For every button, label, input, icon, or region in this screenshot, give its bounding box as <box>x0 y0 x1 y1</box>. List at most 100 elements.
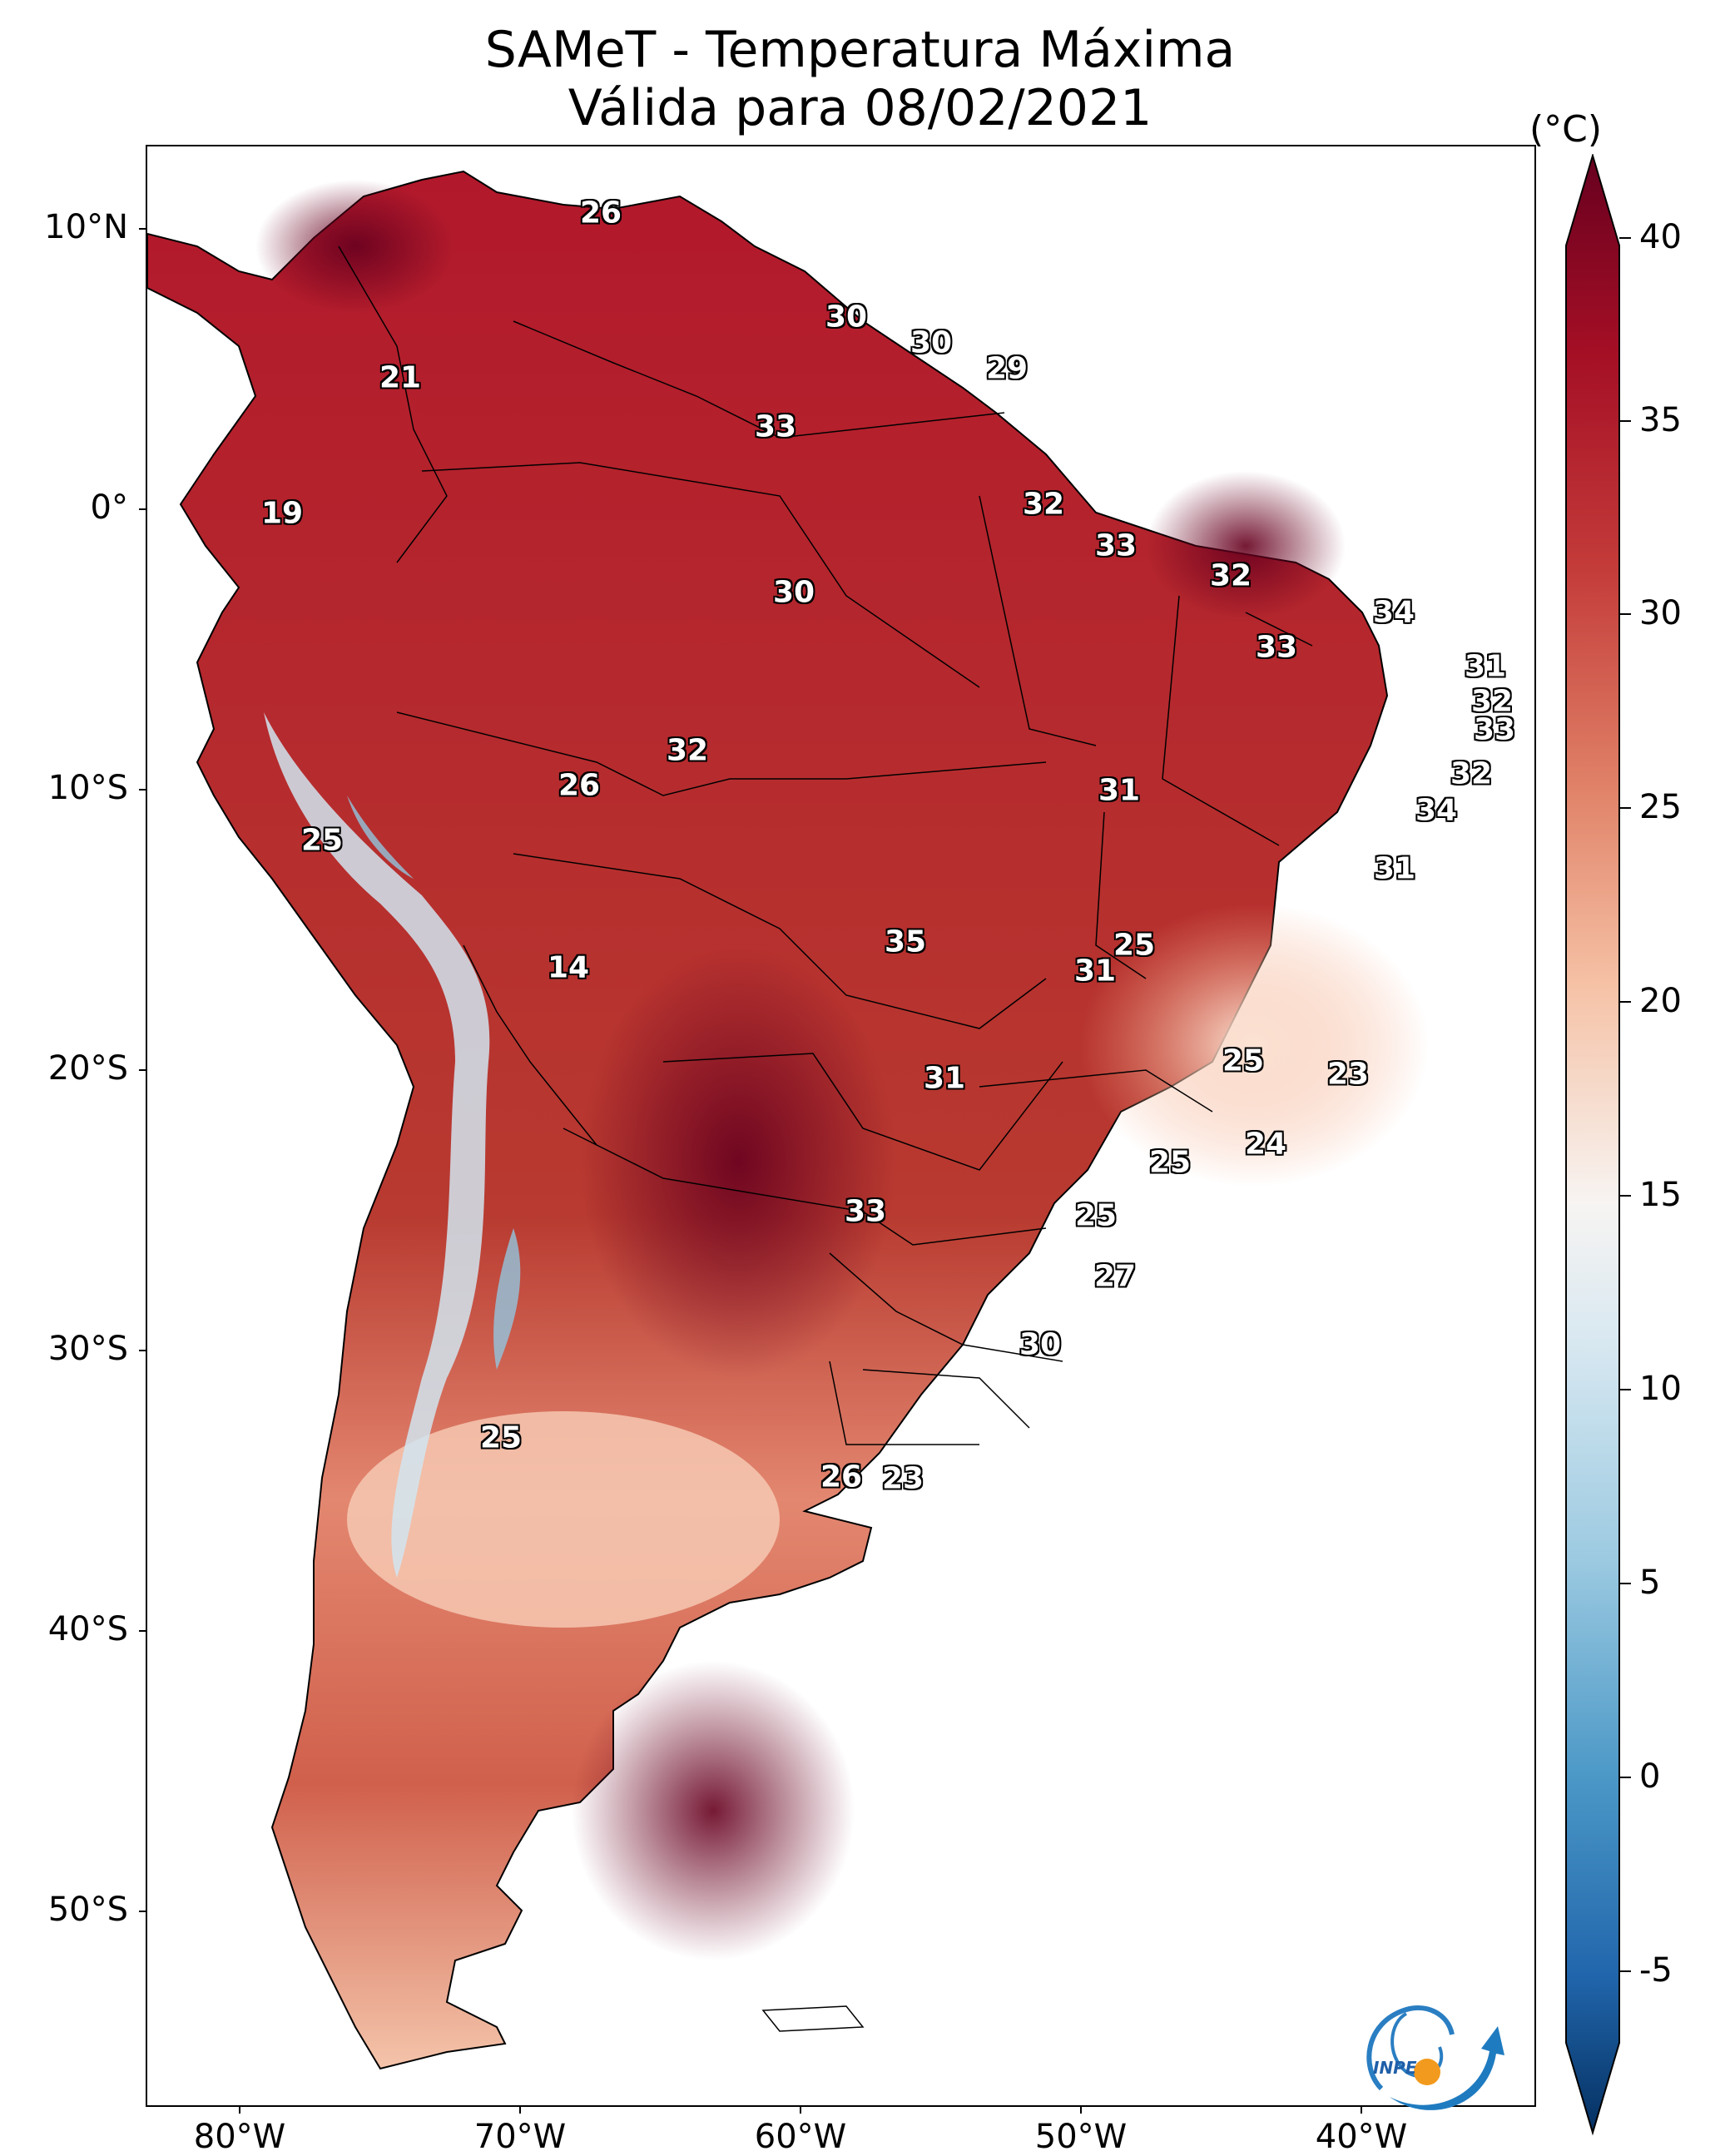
temp-label: 29 <box>985 351 1029 386</box>
cb-tick-15 <box>1619 1195 1631 1197</box>
cb-label-15: 15 <box>1639 1176 1682 1214</box>
hot-zone-northeast <box>1146 471 1346 621</box>
cool-zone-pampas <box>347 1411 780 1628</box>
ytick-30s <box>139 1350 146 1351</box>
cb-tick-10 <box>1619 1389 1631 1390</box>
temp-label: 31 <box>1073 954 1117 989</box>
hot-zone-chaco <box>580 945 896 1378</box>
xtick-40w <box>1361 2107 1362 2114</box>
andes-cold-strip <box>264 712 490 1578</box>
colorbar-body <box>1565 154 1620 2136</box>
lat-label-10n: 10°N <box>44 208 128 246</box>
andes-snow-core <box>347 795 521 1370</box>
inpe-logo: INPE <box>1366 2005 1504 2110</box>
xtick-70w <box>519 2107 521 2114</box>
temp-label: 32 <box>1450 756 1493 791</box>
temp-label: 25 <box>1113 928 1156 963</box>
temp-label: 25 <box>300 823 344 858</box>
lon-label-50w: 50°W <box>1034 2118 1128 2156</box>
ytick-10n <box>139 228 146 230</box>
cb-label-10: 10 <box>1639 1370 1682 1408</box>
cb-tick-40 <box>1619 237 1631 239</box>
map-subtitle: Válida para 08/02/2021 <box>568 79 1152 137</box>
south-america-temperature-map <box>147 170 1429 2070</box>
temp-label: 31 <box>923 1061 966 1096</box>
temp-label: 25 <box>1148 1145 1192 1180</box>
temp-label: 25 <box>1074 1198 1118 1233</box>
temp-label: 34 <box>1372 595 1415 630</box>
xtick-50w <box>1080 2107 1082 2114</box>
temp-label: 33 <box>754 409 797 444</box>
temp-label: 30 <box>825 300 868 335</box>
temp-label: 26 <box>558 768 601 803</box>
map-title: SAMeT - Temperatura Máxima <box>484 21 1236 79</box>
ytick-20s <box>139 1069 146 1071</box>
cb-label-20: 20 <box>1639 982 1682 1020</box>
temp-label: 33 <box>1255 630 1298 665</box>
temp-label: 26 <box>579 196 622 230</box>
lon-label-40w: 40°W <box>1315 2118 1408 2156</box>
ytick-0 <box>139 508 146 510</box>
lat-label-40s: 40°S <box>47 1610 128 1648</box>
cb-label-25: 25 <box>1639 788 1682 826</box>
inpe-logo-text: INPE <box>1373 2058 1417 2078</box>
cb-label-40: 40 <box>1639 218 1682 256</box>
temp-label: 19 <box>260 496 304 531</box>
lat-label-30s: 30°S <box>47 1330 128 1368</box>
hot-zone-north <box>255 180 455 313</box>
cb-tick-25 <box>1619 807 1631 809</box>
cb-tick-35 <box>1619 420 1631 422</box>
temp-label: 32 <box>1022 487 1065 522</box>
temp-label: 25 <box>1222 1043 1265 1078</box>
map-area <box>146 145 1536 2107</box>
country-borders <box>338 245 1313 1445</box>
cb-label-0: 0 <box>1639 1757 1661 1796</box>
ytick-50s <box>139 1911 146 1912</box>
lat-label-0: 0° <box>90 488 128 527</box>
xtick-60w <box>800 2107 801 2114</box>
hot-zone-patagonia <box>572 1661 855 1960</box>
temp-label: 23 <box>1326 1057 1370 1092</box>
lat-label-20s: 20°S <box>47 1049 128 1088</box>
temp-label: 30 <box>910 325 953 360</box>
cb-tick-5 <box>1619 1583 1631 1584</box>
cb-label-35: 35 <box>1639 401 1682 439</box>
temp-label: 31 <box>1098 773 1141 808</box>
xtick-80w <box>239 2107 240 2114</box>
lat-label-50s: 50°S <box>47 1891 128 1929</box>
cb-tick-30 <box>1619 613 1631 615</box>
lon-label-70w: 70°W <box>473 2118 567 2156</box>
cb-tick-20 <box>1619 1001 1631 1003</box>
cb-label-m5: -5 <box>1639 1951 1673 1990</box>
temp-label: 24 <box>1244 1127 1287 1162</box>
lon-label-80w: 80°W <box>193 2118 286 2156</box>
temp-label: 30 <box>772 575 815 610</box>
lat-label-10s: 10°S <box>47 769 128 807</box>
temp-label: 31 <box>1464 649 1507 684</box>
temp-label: 32 <box>1470 684 1514 719</box>
temp-label: 30 <box>1019 1327 1062 1362</box>
temp-label: 32 <box>1209 558 1252 593</box>
cool-zone-southeast <box>1079 904 1429 1187</box>
temp-label: 23 <box>881 1461 924 1496</box>
temp-label: 32 <box>666 733 709 768</box>
temp-label: 33 <box>1473 712 1516 747</box>
temp-label: 27 <box>1093 1259 1137 1294</box>
temp-label: 14 <box>547 950 590 985</box>
cb-tick-m5 <box>1619 1970 1631 1972</box>
temp-label: 31 <box>1373 851 1416 886</box>
colorbar-unit: (°C) <box>1529 108 1603 151</box>
temp-label: 25 <box>479 1420 523 1455</box>
temp-label: 33 <box>1094 528 1138 563</box>
cb-tick-0 <box>1619 1777 1631 1778</box>
cb-label-5: 5 <box>1639 1564 1661 1602</box>
temp-label: 21 <box>379 360 422 395</box>
temp-label: 26 <box>820 1460 863 1494</box>
falkland-islands <box>761 2005 865 2032</box>
temp-label: 35 <box>884 924 927 959</box>
temp-label: 34 <box>1415 793 1458 828</box>
cb-label-30: 30 <box>1639 594 1682 632</box>
lon-label-60w: 60°W <box>754 2118 847 2156</box>
ytick-10s <box>139 789 146 791</box>
temp-label: 33 <box>844 1194 887 1229</box>
